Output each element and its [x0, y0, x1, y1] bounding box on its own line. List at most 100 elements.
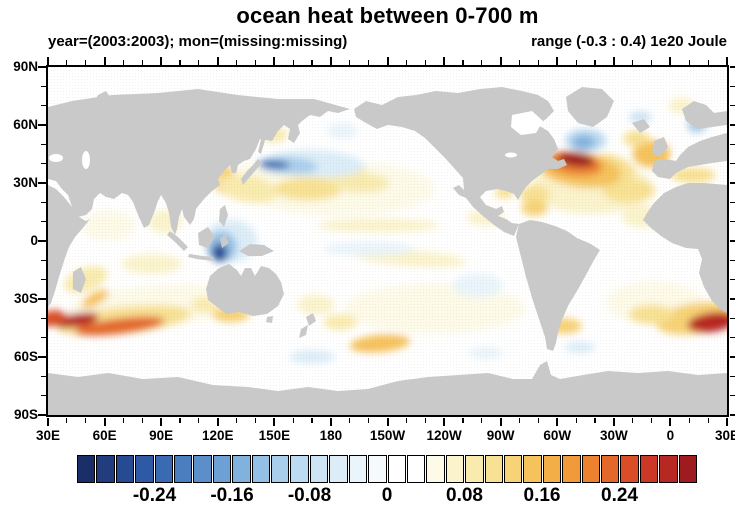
tick-mark	[349, 417, 351, 423]
tick-mark	[729, 124, 735, 126]
tick-mark	[40, 221, 46, 223]
lon-tick-label: 60E	[92, 427, 117, 443]
lat-tick-label: 90N	[13, 59, 38, 74]
tick-mark	[85, 417, 87, 423]
tick-mark	[37, 298, 46, 300]
colorbar-cell	[581, 455, 600, 483]
tick-mark	[594, 59, 596, 65]
colorbar-cell	[77, 455, 96, 483]
plot-subtitle-right: range (-0.3 : 0.4) 1e20 Joule	[531, 33, 727, 50]
tick-mark	[462, 59, 464, 65]
tick-mark	[216, 56, 219, 65]
tick-mark	[40, 143, 46, 145]
tick-mark	[405, 417, 407, 423]
lon-tick-label: 30W	[599, 427, 628, 443]
tick-mark	[236, 59, 238, 65]
colorbar-cell	[115, 455, 135, 483]
tick-mark	[729, 105, 735, 107]
land-scandinavia	[682, 101, 727, 129]
land-java	[188, 254, 214, 261]
tick-mark	[66, 417, 68, 423]
colorbar-cell	[523, 455, 542, 483]
land-iceland	[632, 119, 650, 133]
tick-mark	[729, 356, 735, 358]
land-eurasia	[48, 89, 350, 235]
land-novaya-zemlya	[92, 91, 110, 109]
colorbar-tick-label: -0.08	[287, 485, 332, 506]
tick-mark	[40, 337, 46, 339]
colorbar-tick-label: -0.24	[132, 485, 177, 506]
colorbar-cell	[309, 455, 329, 483]
colorbar-cell	[271, 455, 290, 483]
land-antarctica	[48, 361, 727, 415]
tick-mark	[405, 59, 407, 65]
land-borneo	[198, 227, 215, 248]
tick-mark	[349, 59, 351, 65]
tick-mark	[726, 56, 728, 65]
tick-mark	[424, 59, 426, 65]
tick-mark	[729, 414, 735, 416]
lon-tick-label: 90W	[486, 427, 515, 443]
lat-tick-label: 30S	[13, 291, 38, 306]
tick-mark	[273, 56, 276, 65]
tick-mark	[368, 59, 370, 65]
tick-mark	[141, 417, 143, 423]
tick-mark	[594, 417, 596, 423]
land-africa-east-edge	[48, 185, 90, 307]
tick-mark	[669, 56, 672, 65]
tick-mark	[122, 417, 125, 423]
colorbar-cell	[290, 455, 309, 483]
tick-mark	[122, 59, 125, 65]
land-philippines	[219, 205, 228, 227]
colorbar-cell	[368, 455, 387, 483]
colorbar-cell	[329, 455, 348, 483]
lon-tick-label: 0	[666, 427, 675, 443]
tick-mark	[612, 56, 615, 65]
lon-tick-label: 120W	[426, 427, 462, 443]
tick-mark	[40, 279, 46, 281]
colorbar-cell	[154, 455, 174, 483]
land-britain	[652, 137, 668, 157]
colorbar-cell	[542, 455, 562, 483]
colorbar-cell	[387, 455, 406, 483]
tick-mark	[729, 317, 735, 319]
tick-mark	[556, 417, 559, 426]
tick-mark	[198, 417, 200, 423]
lon-tick-label: 150W	[369, 427, 406, 443]
plot-subtitle-left: year=(2003:2003); mon=(missing:missing)	[48, 33, 348, 50]
lat-tick-label: 60N	[13, 117, 38, 132]
tick-mark	[179, 59, 181, 65]
tick-mark	[47, 56, 49, 65]
land-new-zealand-south	[299, 325, 308, 338]
lon-tick-label: 30E	[714, 427, 735, 443]
tick-mark	[40, 395, 46, 397]
tick-mark	[66, 59, 68, 65]
tick-mark	[198, 59, 200, 65]
tick-mark	[729, 143, 735, 145]
tick-mark	[729, 259, 735, 261]
colorbar-cell	[484, 455, 503, 483]
land-south-america	[516, 220, 600, 351]
colorbar-cell	[406, 455, 426, 483]
colorbar-tick-label: 0.24	[601, 485, 638, 506]
colorbar-cell	[639, 455, 659, 483]
tick-mark	[729, 375, 735, 377]
land-new-guinea	[239, 244, 274, 256]
lon-tick-label: 30E	[35, 427, 61, 443]
tick-mark	[650, 59, 653, 65]
tick-mark	[729, 182, 735, 184]
land-layer	[48, 87, 727, 415]
water-great-lakes	[505, 152, 517, 158]
lat-tick-label: 90S	[13, 407, 38, 422]
colorbar-cell	[503, 455, 523, 483]
water-hudson-bay	[511, 111, 543, 135]
tick-mark	[37, 240, 46, 242]
lon-tick-label: 60W	[543, 427, 572, 443]
tick-mark	[368, 417, 370, 423]
tick-mark	[37, 356, 46, 358]
lon-tick-label: 90E	[149, 427, 174, 443]
tick-mark	[481, 59, 483, 65]
tick-mark	[236, 417, 238, 423]
tick-mark	[729, 85, 735, 87]
